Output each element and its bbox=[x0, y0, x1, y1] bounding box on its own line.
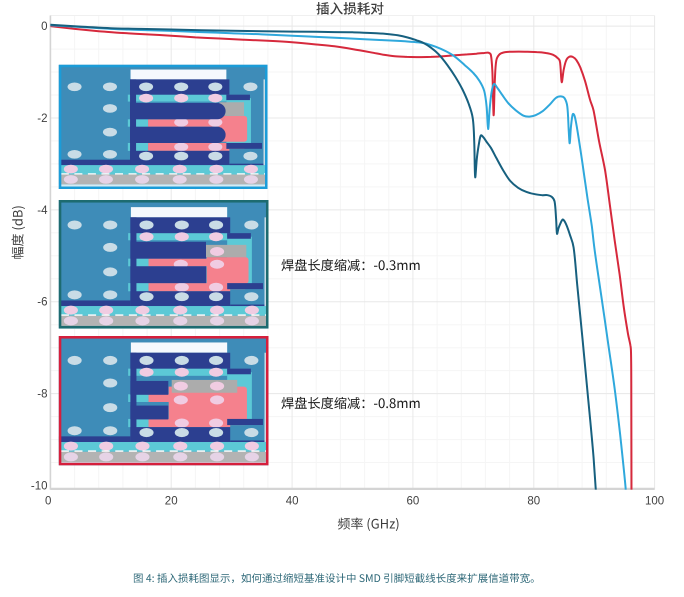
svg-text:100: 100 bbox=[645, 496, 664, 508]
svg-text:40: 40 bbox=[286, 496, 299, 508]
svg-text:-8: -8 bbox=[37, 389, 47, 401]
svg-text:0: 0 bbox=[45, 496, 51, 508]
svg-text:20: 20 bbox=[165, 496, 178, 508]
svg-text:-6: -6 bbox=[37, 297, 47, 309]
svg-text:80: 80 bbox=[527, 496, 540, 508]
svg-text:0: 0 bbox=[41, 21, 47, 33]
svg-text:-2: -2 bbox=[37, 113, 47, 125]
svg-text:60: 60 bbox=[407, 496, 420, 508]
svg-text:-4: -4 bbox=[37, 205, 48, 217]
svg-text:-10: -10 bbox=[31, 481, 48, 493]
